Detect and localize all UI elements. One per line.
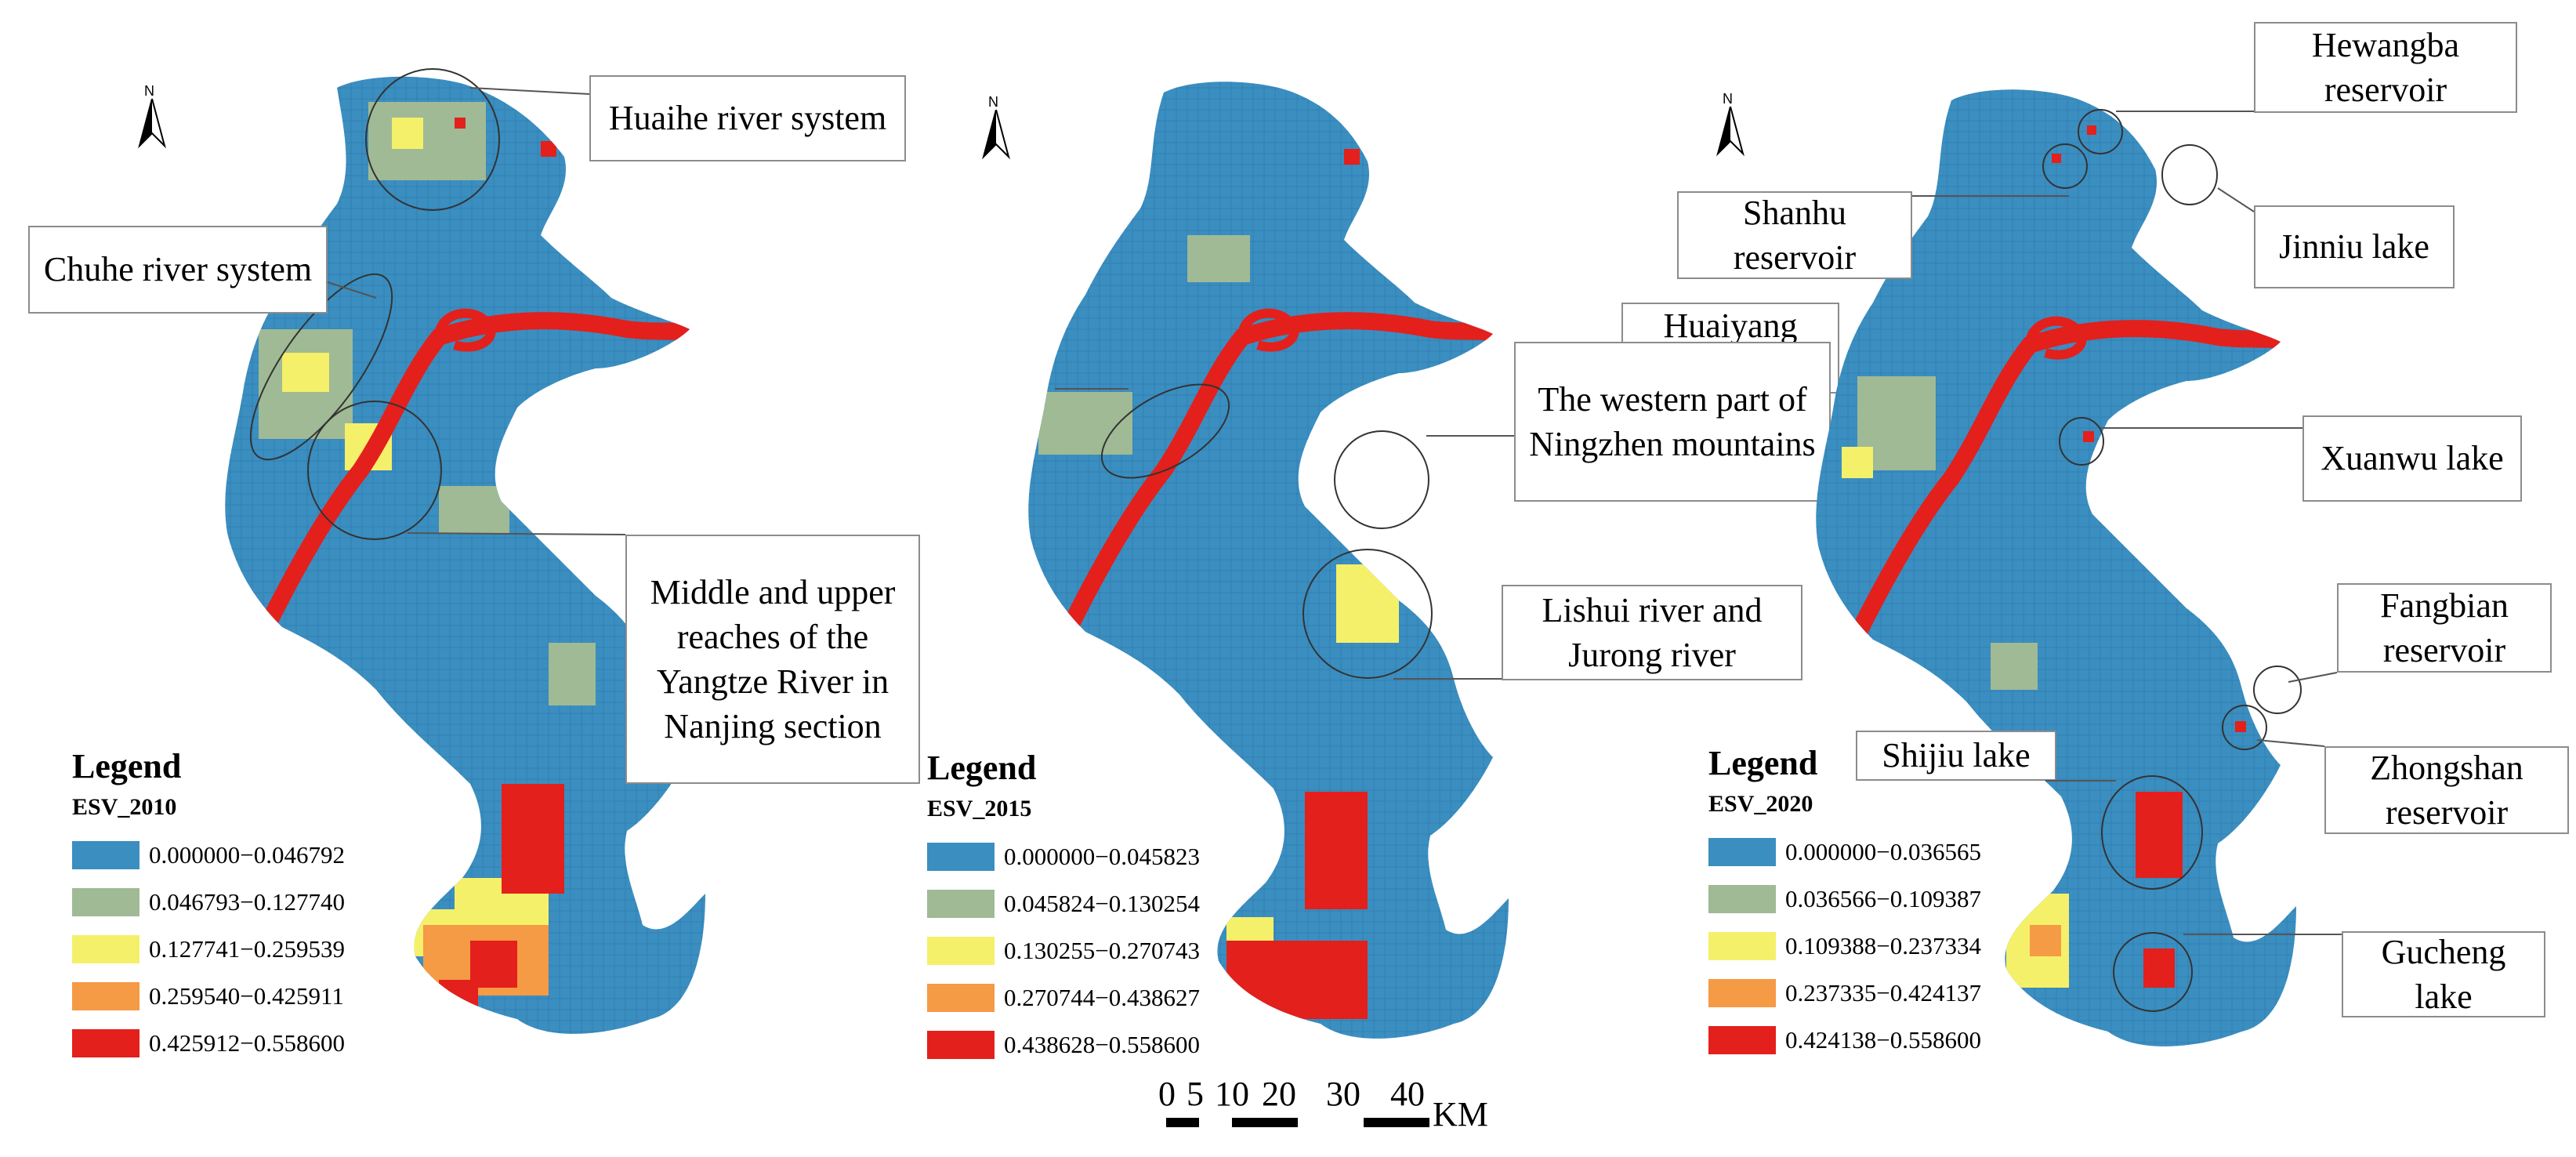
- legend-range-label: 0.237335−0.424137: [1785, 979, 1981, 1006]
- legend-row: 0.270744−0.438627: [927, 974, 1200, 1021]
- legend-2015: Legend ESV_2015 0.000000−0.045823 0.04582…: [927, 748, 1200, 1068]
- esv-map-2015: [1028, 82, 1509, 1039]
- legend-range-label: 0.000000−0.045823: [1004, 843, 1200, 870]
- legend-esv-label: ESV_2020: [1708, 791, 1813, 817]
- callout-ellipses-2010: [249, 68, 500, 540]
- north-arrow-icon: [1716, 107, 1745, 157]
- legend-row: 0.109388−0.237334: [1708, 923, 1981, 970]
- callout-yangtze-middle-upper-reaches: Middle and upper reaches of the Yangtze …: [625, 535, 920, 784]
- legend-rows: 0.000000−0.046792 0.046793−0.127740 0.1277…: [72, 832, 345, 1067]
- legend-range-label: 0.424138−0.558600: [1785, 1026, 1981, 1054]
- legend-swatch: [927, 890, 995, 918]
- callout-shanhu-reservoir: Shanhu reservoir: [1677, 191, 1912, 279]
- legend-row: 0.130255−0.270743: [927, 927, 1200, 974]
- callout-huaihe-river-system: Huaihe river system: [589, 75, 906, 161]
- legend-esv-label: ESV_2015: [927, 796, 1032, 822]
- callout-ellipses-2020: [2042, 109, 2302, 1012]
- callout-fangbian-reservoir: Fangbian reservoir: [2337, 583, 2552, 673]
- callout-lishui-jurong-river: Lishui river and Jurong river: [1502, 585, 1802, 680]
- callout-shijiu-lake: Shijiu lake: [1856, 731, 2056, 781]
- legend-swatch: [72, 1029, 139, 1057]
- legend-title: Legend: [72, 747, 182, 785]
- legend-rows: 0.000000−0.036565 0.036566−0.109387 0.1093…: [1708, 829, 1981, 1064]
- callout-jinniu-lake: Jinniu lake: [2254, 205, 2455, 288]
- legend-2020: Legend ESV_2020 0.000000−0.036565 0.03656…: [1708, 743, 1981, 1064]
- high-esv-patches-2020: [2030, 925, 2061, 956]
- legend-range-label: 0.259540−0.425911: [149, 982, 344, 1010]
- legend-range-label: 0.127741−0.259539: [149, 935, 345, 963]
- esv-map-2010: [225, 68, 706, 1034]
- legend-swatch: [72, 982, 139, 1010]
- legend-title: Legend: [1708, 744, 1818, 782]
- legend-range-label: 0.000000−0.036565: [1785, 838, 1981, 865]
- legend-swatch: [72, 841, 139, 869]
- legend-row: 0.424138−0.558600: [1708, 1017, 1981, 1064]
- callout-gucheng-lake: Gucheng lake: [2342, 931, 2545, 1017]
- legend-swatch: [72, 888, 139, 916]
- legend-swatch: [1708, 885, 1776, 913]
- legend-row: 0.259540−0.425911: [72, 973, 345, 1020]
- callout-western-ningzhen-mountains: The western part of Ningzhen mountains: [1514, 342, 1831, 502]
- legend-row: 0.036566−0.109387: [1708, 876, 1981, 923]
- legend-esv-label: ESV_2010: [72, 794, 177, 820]
- legend-swatch: [1708, 979, 1776, 1007]
- callout-ellipses-2015: [1100, 383, 1433, 679]
- legend-row: 0.000000−0.046792: [72, 832, 345, 879]
- legend-range-label: 0.109388−0.237334: [1785, 932, 1981, 959]
- legend-row: 0.045824−0.130254: [927, 880, 1200, 927]
- scale-bar: 0 5 10 20 30 40 KM: [1158, 1075, 1488, 1133]
- map-panel-2015: N Legend ESV_2015 0.000000−0.045823 0.045…: [858, 0, 1839, 1157]
- north-arrow-2015: N: [973, 94, 1020, 165]
- north-arrow-2010: N: [129, 83, 176, 154]
- legend-range-label: 0.438628−0.558600: [1004, 1031, 1200, 1058]
- legend-range-label: 0.046793−0.127740: [149, 888, 345, 916]
- legend-range-label: 0.425912−0.558600: [149, 1029, 345, 1057]
- north-letter: N: [1723, 91, 1733, 107]
- legend-swatch: [927, 1031, 995, 1059]
- legend-swatch: [927, 937, 995, 965]
- callout-hewangba-reservoir: Hewangba reservoir: [2254, 22, 2517, 113]
- legend-row: 0.046793−0.127740: [72, 879, 345, 926]
- legend-range-label: 0.036566−0.109387: [1785, 885, 1981, 912]
- legend-title: Legend: [927, 749, 1037, 787]
- callout-xuanwu-lake: Xuanwu lake: [2302, 415, 2522, 502]
- legend-row: 0.425912−0.558600: [72, 1020, 345, 1067]
- north-letter: N: [988, 94, 998, 110]
- low-esv-patches-2010: [259, 102, 596, 705]
- callout-zhongshan-reservoir: Zhongshan reservoir: [2324, 746, 2569, 834]
- legend-range-label: 0.045824−0.130254: [1004, 890, 1200, 917]
- callout-chuhe-river-system: Chuhe river system: [28, 226, 328, 314]
- legend-row: 0.000000−0.045823: [927, 833, 1200, 880]
- legend-row: 0.127741−0.259539: [72, 926, 345, 973]
- legend-swatch: [927, 843, 995, 871]
- scale-bar-unit: KM: [1433, 1095, 1488, 1133]
- north-arrow-icon: [982, 110, 1010, 160]
- legend-swatch: [72, 935, 139, 963]
- legend-swatch: [927, 984, 995, 1012]
- legend-swatch: [1708, 932, 1776, 960]
- very-high-esv-patches-2010: [259, 118, 692, 1011]
- legend-row: 0.237335−0.424137: [1708, 970, 1981, 1017]
- north-letter: N: [144, 83, 154, 99]
- map-panel-2020: N Legend ESV_2020 0.000000−0.036565 0.036…: [1677, 0, 2574, 1157]
- scale-bar-graphic: [1166, 1118, 1429, 1127]
- legend-row: 0.000000−0.036565: [1708, 829, 1981, 876]
- legend-swatch: [1708, 838, 1776, 866]
- north-arrow-icon: [138, 99, 166, 149]
- legend-range-label: 0.130255−0.270743: [1004, 937, 1200, 964]
- north-arrow-2020: N: [1707, 91, 1754, 161]
- legend-swatch: [1708, 1026, 1776, 1054]
- legend-rows: 0.000000−0.045823 0.045824−0.130254 0.1302…: [927, 833, 1200, 1068]
- legend-2010: Legend ESV_2010 0.000000−0.046792 0.04679…: [72, 746, 345, 1067]
- legend-row: 0.438628−0.558600: [927, 1021, 1200, 1068]
- legend-range-label: 0.000000−0.046792: [149, 841, 345, 869]
- map-panel-2010: N Legend ESV_2010 0.000000−0.046792 0.046…: [0, 0, 920, 1157]
- legend-range-label: 0.270744−0.438627: [1004, 984, 1200, 1011]
